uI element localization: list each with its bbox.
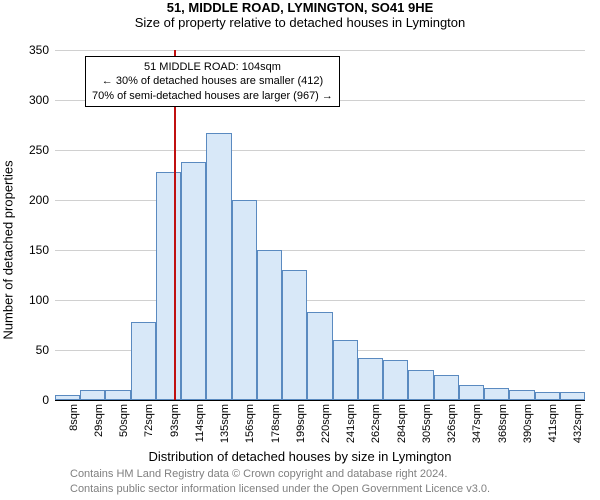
x-axis-label: Distribution of detached houses by size … [148, 449, 451, 464]
xtick-label: 29sqm [93, 400, 105, 437]
ytick-label: 200 [29, 193, 55, 207]
histogram-bar [459, 385, 484, 400]
histogram-bar [181, 162, 206, 400]
histogram-bar [105, 390, 130, 400]
histogram-bar [80, 390, 105, 400]
annotation-line: 70% of semi-detached houses are larger (… [92, 89, 333, 103]
histogram-bar [509, 390, 534, 400]
histogram-chart: 51, MIDDLE ROAD, LYMINGTON, SO41 9HE Siz… [0, 0, 600, 500]
xtick-label: 326sqm [446, 400, 458, 443]
plot-area: 0501001502002503003508sqm29sqm50sqm72sqm… [55, 50, 585, 400]
gridline [55, 200, 585, 201]
xtick-label: 50sqm [118, 400, 130, 437]
y-axis-label: Number of detached properties [1, 160, 16, 339]
chart-subtitle: Size of property relative to detached ho… [0, 15, 600, 30]
xtick-label: 72sqm [143, 400, 155, 437]
xtick-label: 135sqm [219, 400, 231, 443]
chart-title: 51, MIDDLE ROAD, LYMINGTON, SO41 9HE [0, 0, 600, 15]
xtick-label: 347sqm [471, 400, 483, 443]
histogram-bar [333, 340, 358, 400]
xtick-label: 8sqm [68, 400, 80, 431]
annotation-box: 51 MIDDLE ROAD: 104sqm← 30% of detached … [85, 56, 340, 107]
xtick-label: 305sqm [421, 400, 433, 443]
credits-line-1: Contains HM Land Registry data © Crown c… [70, 467, 490, 481]
histogram-bar [282, 270, 307, 400]
gridline [55, 300, 585, 301]
histogram-bar [131, 322, 156, 400]
xtick-label: 411sqm [547, 400, 559, 442]
credits-text: Contains HM Land Registry data © Crown c… [70, 467, 490, 496]
histogram-bar [560, 392, 585, 400]
gridline [55, 50, 585, 51]
ytick-label: 50 [36, 343, 55, 357]
xtick-label: 390sqm [522, 400, 534, 443]
xtick-label: 220sqm [320, 400, 332, 443]
xtick-label: 93sqm [169, 400, 181, 437]
ytick-label: 0 [42, 393, 55, 407]
ytick-label: 100 [29, 293, 55, 307]
histogram-bar [358, 358, 383, 400]
xtick-label: 432sqm [572, 400, 584, 443]
gridline [55, 250, 585, 251]
ytick-label: 350 [29, 43, 55, 57]
annotation-line: ← 30% of detached houses are smaller (41… [92, 74, 333, 88]
xtick-label: 178sqm [270, 400, 282, 443]
histogram-bar [434, 375, 459, 400]
ytick-label: 250 [29, 143, 55, 157]
ytick-label: 300 [29, 93, 55, 107]
histogram-bar [206, 133, 231, 400]
ytick-label: 150 [29, 243, 55, 257]
histogram-bar [156, 172, 181, 400]
histogram-bar [535, 392, 560, 400]
histogram-bar [307, 312, 332, 400]
histogram-bar [257, 250, 282, 400]
annotation-line: 51 MIDDLE ROAD: 104sqm [92, 60, 333, 74]
xtick-label: 199sqm [295, 400, 307, 443]
xtick-label: 114sqm [194, 400, 206, 442]
gridline [55, 150, 585, 151]
histogram-bar [408, 370, 433, 400]
histogram-bar [232, 200, 257, 400]
histogram-bar [383, 360, 408, 400]
credits-line-2: Contains public sector information licen… [70, 482, 490, 496]
xtick-label: 284sqm [396, 400, 408, 443]
xtick-label: 368sqm [497, 400, 509, 443]
xtick-label: 241sqm [345, 400, 357, 443]
xtick-label: 156sqm [244, 400, 256, 443]
histogram-bar [484, 388, 509, 400]
xtick-label: 262sqm [370, 400, 382, 443]
